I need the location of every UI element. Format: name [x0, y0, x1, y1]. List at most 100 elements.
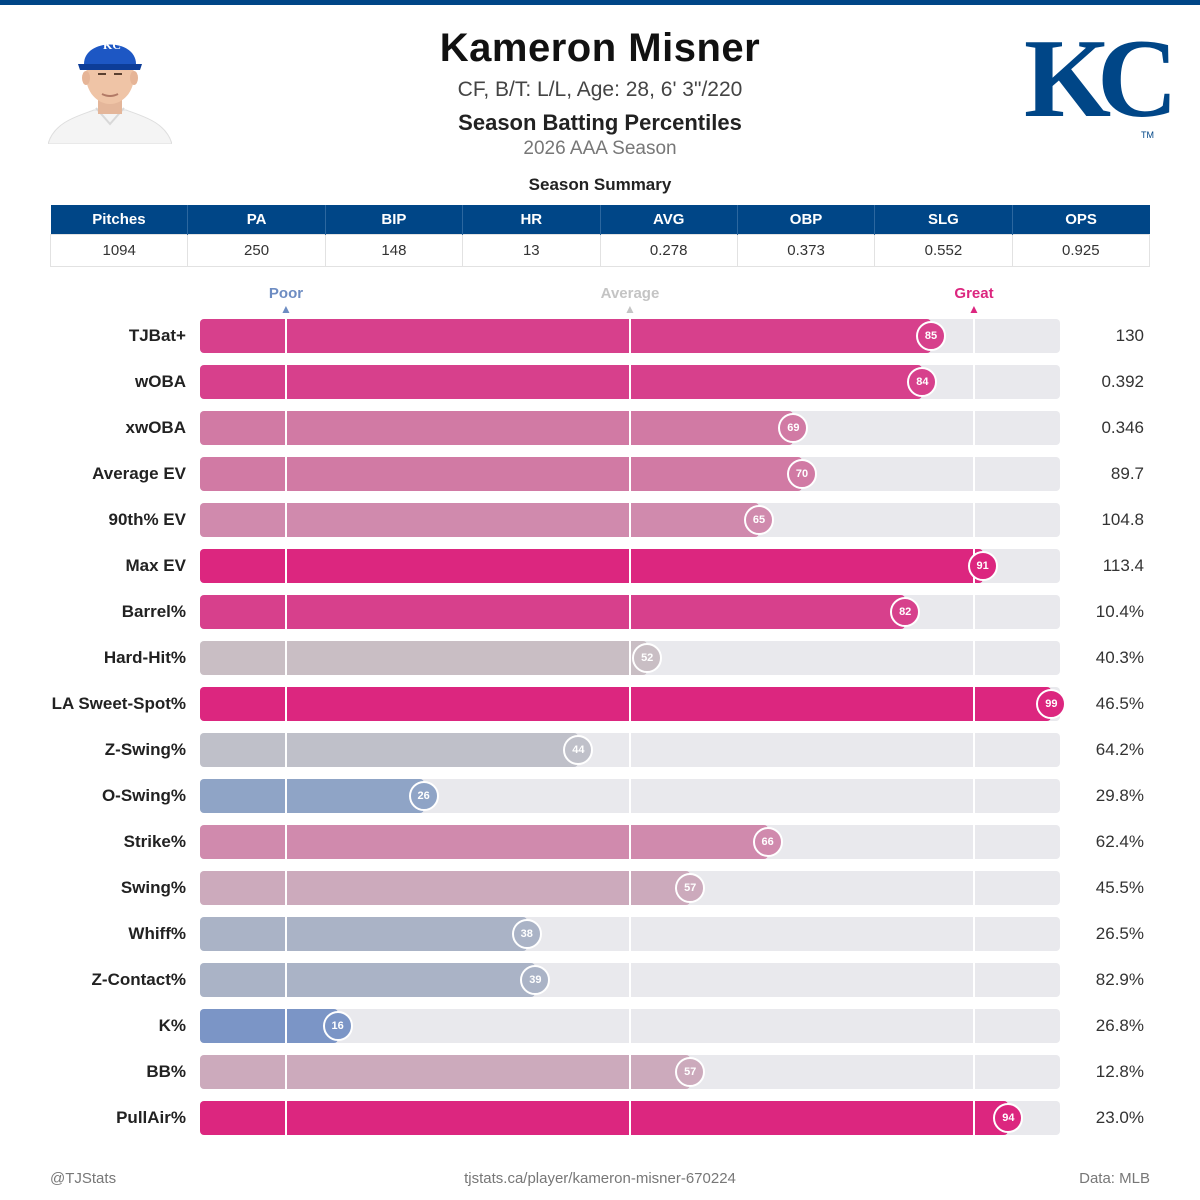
percentile-row: xwOBA 69 0.346 — [0, 411, 1200, 445]
percentile-row: TJBat+ 85 130 — [0, 319, 1200, 353]
reference-line — [629, 687, 631, 721]
reference-line — [285, 457, 287, 491]
metric-label: LA Sweet-Spot% — [51, 694, 186, 713]
percentile-badge: 94 — [993, 1103, 1024, 1133]
reference-line — [973, 1055, 975, 1089]
percentile-bar — [200, 457, 802, 491]
percentile-track: 66 — [200, 825, 1060, 859]
metric-label: K% — [158, 1016, 186, 1035]
summary-value-cell: 250 — [187, 234, 326, 267]
percentile-track: 70 — [200, 457, 1060, 491]
metric-label: Z-Contact% — [91, 970, 186, 989]
reference-line — [629, 871, 631, 905]
top-accent-bar — [0, 0, 1200, 5]
reference-line — [629, 549, 631, 583]
metric-label: Average EV — [92, 464, 186, 483]
percentile-row: Whiff% 38 26.5% — [0, 917, 1200, 951]
reference-line — [285, 825, 287, 859]
metric-label: xwOBA — [125, 418, 186, 437]
percentile-bar — [200, 1055, 691, 1089]
percentile-track: 82 — [200, 595, 1060, 629]
percentile-row: Swing% 57 45.5% — [0, 871, 1200, 905]
metric-label: Max EV — [125, 556, 186, 575]
reference-line — [285, 1055, 287, 1089]
summary-header-cell: SLG — [874, 205, 1013, 235]
percentile-badge: 65 — [744, 505, 774, 535]
trademark-mark: TM — [1141, 130, 1154, 140]
percentile-badge: 85 — [916, 321, 946, 351]
footer-url: tjstats.ca/player/kameron-misner-670224 — [464, 1170, 736, 1187]
summary-value-cell: 1094 — [49, 234, 189, 267]
stat-value: 26.8% — [1095, 1016, 1144, 1035]
percentile-bar — [200, 503, 759, 537]
stat-value: 23.0% — [1095, 1108, 1144, 1127]
reference-line — [285, 871, 287, 905]
percentile-track: 52 — [200, 641, 1060, 675]
percentile-badge: 44 — [563, 735, 594, 765]
reference-line — [629, 1055, 631, 1089]
stat-value: 12.8% — [1095, 1062, 1144, 1081]
summary-header-row: Pitches PA BIP HR AVG OBP SLG OPS — [50, 205, 1150, 235]
scale-marker-average-label: Average — [600, 285, 660, 302]
reference-line — [629, 595, 631, 629]
reference-line — [973, 1009, 975, 1043]
metric-label: 90th% EV — [108, 510, 186, 529]
scale-marker-poor-label: Poor — [268, 285, 304, 302]
percentile-row: 90th% EV 65 104.8 — [0, 503, 1200, 537]
reference-line — [973, 595, 975, 629]
stat-value: 104.8 — [1101, 510, 1144, 529]
stat-value: 64.2% — [1095, 740, 1144, 759]
percentile-badge: 52 — [632, 643, 663, 673]
summary-header-cell: BIP — [324, 205, 463, 235]
reference-line — [285, 319, 287, 353]
percentile-badge: 82 — [890, 597, 921, 627]
percentile-row: Hard-Hit% 52 40.3% — [0, 641, 1200, 675]
stat-value: 130 — [1115, 326, 1144, 345]
percentile-row: wOBA 84 0.392 — [0, 365, 1200, 399]
percentile-bar — [200, 1101, 1009, 1135]
percentile-track: 84 — [200, 365, 1060, 399]
stat-value: 62.4% — [1095, 832, 1144, 851]
summary-value-cell: 0.925 — [1011, 234, 1151, 267]
metric-label: Strike% — [123, 832, 186, 851]
percentile-bar — [200, 687, 1052, 721]
percentile-row: Barrel% 82 10.4% — [0, 595, 1200, 629]
percentile-row: Z-Contact% 39 82.9% — [0, 963, 1200, 997]
percentile-track: 16 — [200, 1009, 1060, 1043]
team-logo-letters: KC — [1024, 17, 1178, 141]
percentile-track: 94 — [200, 1101, 1060, 1135]
cap-logo: KC — [103, 38, 121, 52]
percentile-track: 39 — [200, 963, 1060, 997]
percentile-track: 91 — [200, 549, 1060, 583]
summary-header-cell: Pitches — [50, 205, 188, 235]
reference-line — [629, 1009, 631, 1043]
percentile-row: PullAir% 94 23.0% — [0, 1101, 1200, 1135]
scale-marker-great: Great ▲ — [929, 285, 1019, 315]
percentile-row: LA Sweet-Spot% 99 46.5% — [0, 687, 1200, 721]
percentile-badge: 38 — [511, 919, 542, 949]
percentile-badge: 84 — [907, 367, 938, 397]
metric-label: Barrel% — [121, 602, 186, 621]
percentile-badge: 57 — [675, 873, 706, 903]
stat-value: 82.9% — [1095, 970, 1144, 989]
reference-line — [285, 411, 287, 445]
percentile-bar — [200, 1009, 338, 1043]
footer-source: Data: MLB — [1079, 1170, 1150, 1187]
reference-line — [973, 687, 975, 721]
chart-subtitle: Season Batting Percentiles — [458, 110, 742, 135]
reference-line — [973, 779, 975, 813]
stat-value: 113.4 — [1102, 556, 1144, 575]
triangle-up-icon: ▲ — [280, 302, 292, 316]
percentile-badge: 39 — [520, 965, 551, 995]
reference-line — [285, 549, 287, 583]
reference-line — [629, 503, 631, 537]
stat-value: 89.7 — [1110, 464, 1144, 483]
reference-line — [973, 917, 975, 951]
percentile-bar — [200, 319, 931, 353]
percentile-bar — [200, 549, 983, 583]
metric-label: wOBA — [135, 372, 186, 391]
percentile-track: 57 — [200, 871, 1060, 905]
metric-label: O-Swing% — [101, 786, 186, 805]
reference-line — [973, 963, 975, 997]
percentile-track: 44 — [200, 733, 1060, 767]
